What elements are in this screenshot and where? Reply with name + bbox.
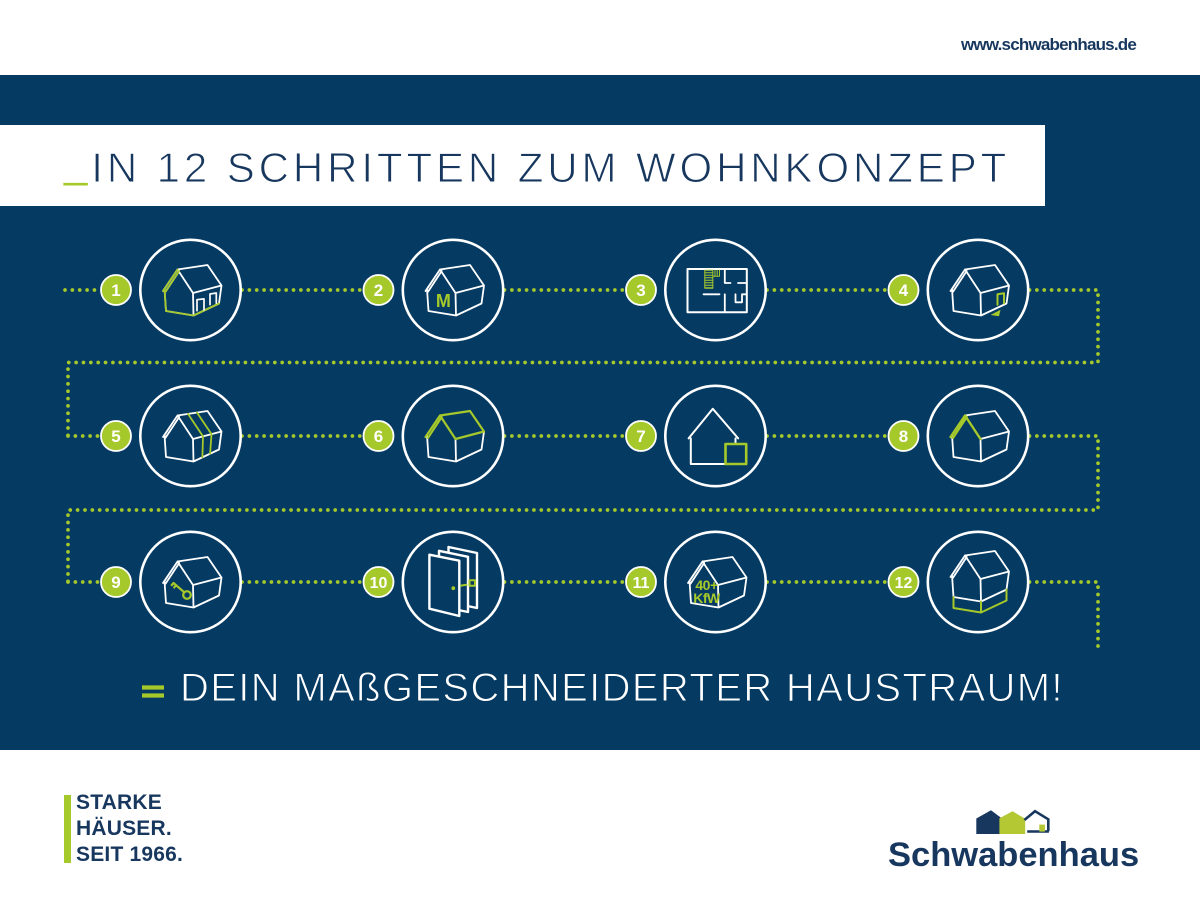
svg-text:6: 6 — [374, 427, 383, 446]
svg-text:7: 7 — [636, 427, 645, 446]
svg-text:5: 5 — [111, 427, 120, 446]
svg-text:2: 2 — [374, 281, 383, 300]
svg-text:KfW: KfW — [693, 590, 721, 606]
svg-text:Schwabenhaus: Schwabenhaus — [888, 836, 1139, 874]
svg-text:10: 10 — [370, 575, 388, 592]
svg-text:9: 9 — [111, 573, 120, 592]
svg-text:8: 8 — [899, 427, 908, 446]
svg-text:M: M — [436, 291, 451, 311]
svg-text:11: 11 — [633, 575, 650, 592]
svg-text:1: 1 — [111, 281, 120, 300]
svg-text:3: 3 — [636, 281, 645, 300]
svg-text:12: 12 — [895, 575, 913, 592]
svg-text:4: 4 — [899, 281, 909, 300]
svg-text:40+: 40+ — [695, 577, 718, 593]
